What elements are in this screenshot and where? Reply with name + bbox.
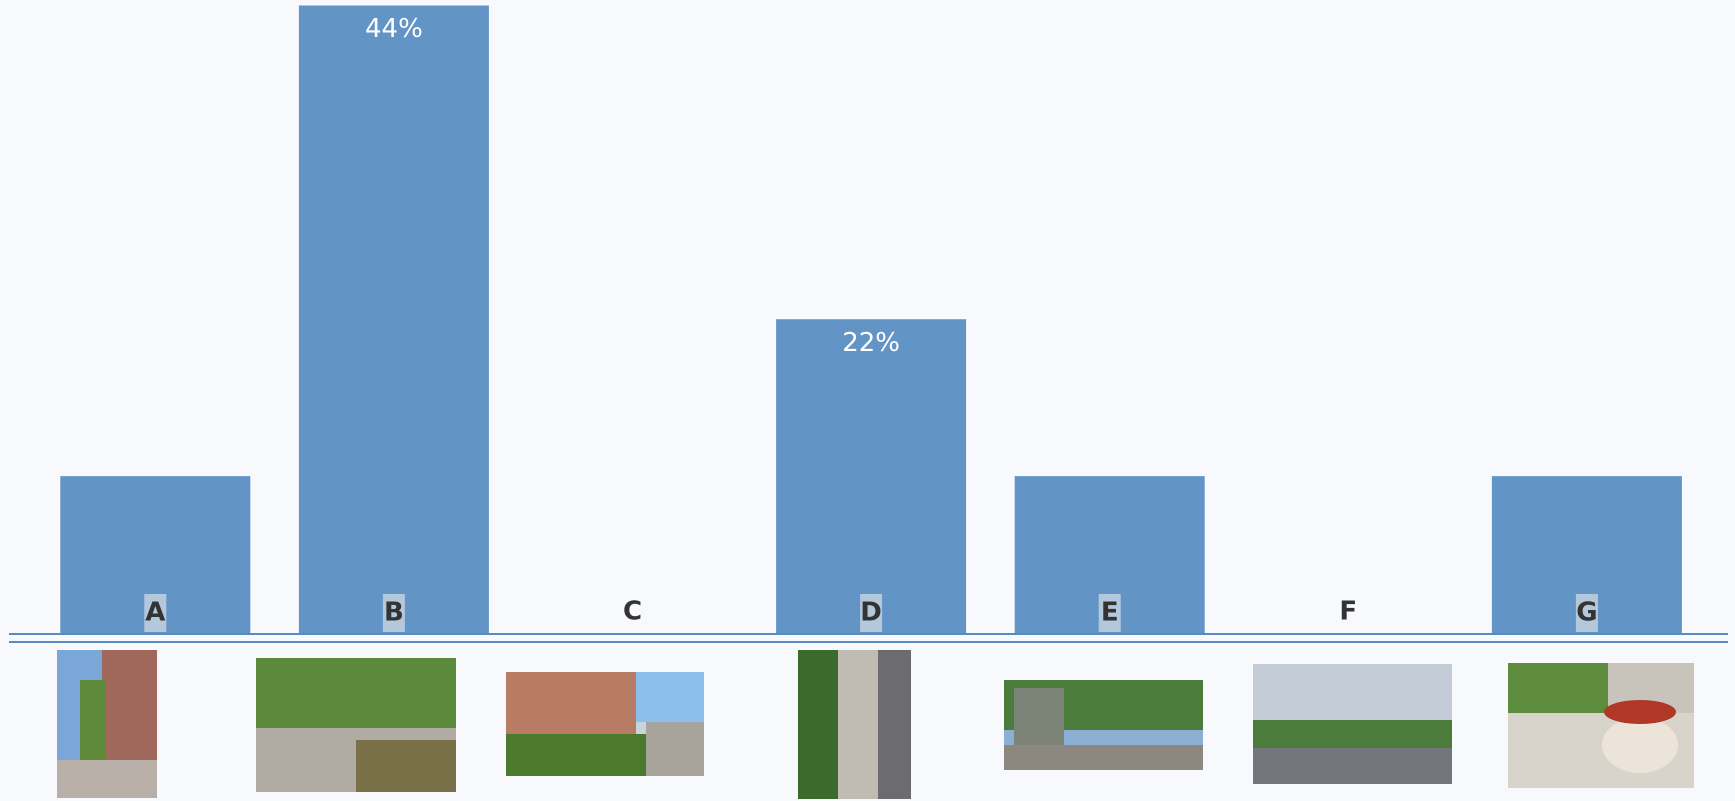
- category-label: C: [623, 597, 642, 627]
- category-label: D: [860, 598, 882, 628]
- value-label: 44%: [365, 14, 423, 44]
- category-label: B: [384, 598, 404, 628]
- label-highlight: [1575, 594, 1598, 632]
- photos: [57, 650, 1694, 799]
- category-label: E: [1101, 598, 1119, 628]
- photo-d: [798, 650, 911, 799]
- bar: [298, 5, 489, 633]
- label-highlight: [860, 594, 883, 632]
- category-label: A: [145, 598, 165, 628]
- photo-f: [1253, 664, 1452, 784]
- label-highlight: [144, 594, 167, 632]
- category-label: G: [1576, 598, 1597, 628]
- photo-g: [1508, 663, 1694, 788]
- photo-b: [256, 658, 456, 792]
- photo-a: [57, 650, 157, 798]
- label-highlight: [382, 594, 405, 632]
- photo-e: [1004, 680, 1203, 770]
- bar: [776, 319, 967, 633]
- photo-c: [506, 672, 704, 776]
- value-label: 22%: [842, 328, 900, 358]
- label-highlight: [1098, 594, 1121, 632]
- category-label: F: [1339, 597, 1357, 627]
